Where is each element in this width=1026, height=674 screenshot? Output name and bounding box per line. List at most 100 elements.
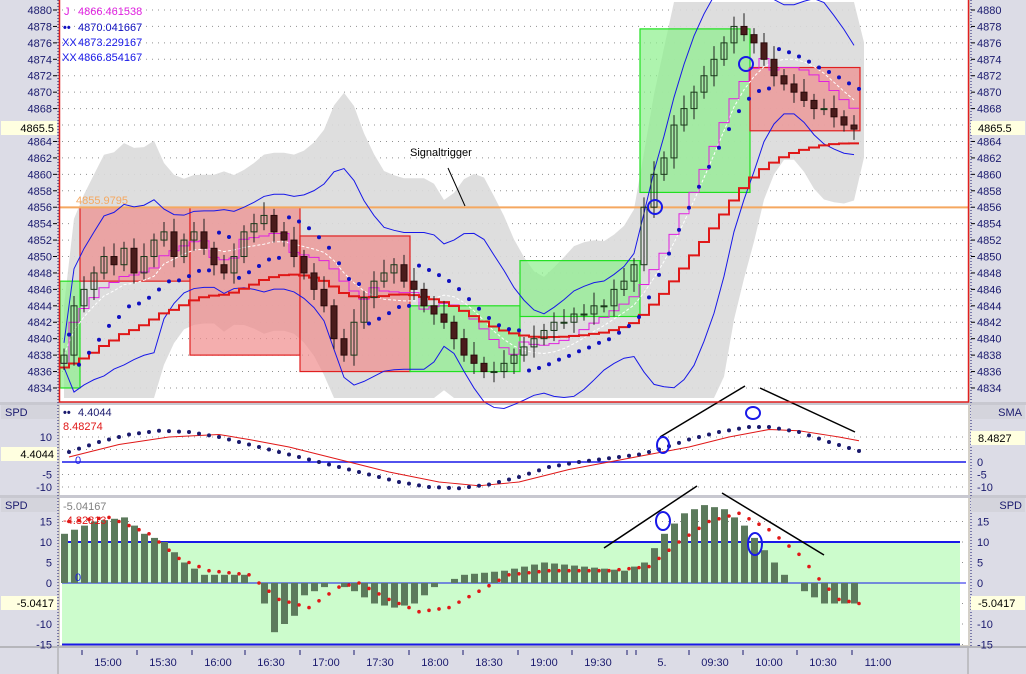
histogram-bar: [131, 525, 138, 583]
signal-dot: [777, 536, 781, 540]
histogram-bar: [811, 583, 818, 598]
parabolic-dot: [77, 362, 81, 367]
parabolic-dot: [757, 89, 761, 94]
spd-dot: [317, 460, 321, 464]
spd-dot: [777, 426, 781, 431]
candle-down: [470, 354, 478, 364]
price-tick-label-right: 4872: [977, 71, 1001, 83]
histogram-bar: [471, 573, 478, 583]
histogram-bar: [681, 513, 688, 583]
price-tick-label-right: 4854: [977, 219, 1001, 231]
time-tick-label: 19:30: [584, 657, 612, 669]
dots-icon: ••: [63, 22, 71, 34]
price-tick-label-right: 4858: [977, 186, 1001, 198]
right-axis-panel: [970, 0, 1026, 646]
signal-dot: [487, 583, 491, 588]
parabolic-dot: [617, 330, 621, 335]
spd-dot: [127, 432, 131, 437]
orange-level-label: 4855.9795: [76, 195, 128, 207]
spd-dot: [357, 470, 361, 474]
candle-up: [820, 108, 828, 111]
price-tick-label-left: 4878: [28, 21, 52, 33]
spd2-zero-value: 0: [75, 572, 81, 584]
signal-dot: [267, 589, 271, 593]
price-tick-label-left: 4842: [28, 317, 52, 329]
histogram-bar: [831, 583, 838, 604]
parabolic-dot: [637, 315, 641, 320]
red-trailing-line: [59, 142, 859, 369]
signal-dot: [77, 518, 81, 523]
signal-dot: [747, 516, 751, 521]
candle-up: [680, 108, 688, 126]
candle-up: [720, 42, 728, 60]
candle-up: [550, 321, 558, 331]
histogram-bar: [81, 525, 88, 583]
candle-up: [90, 272, 98, 290]
parabolic-dot: [237, 275, 241, 280]
parabolic-dot: [447, 278, 451, 283]
histogram-bar: [801, 583, 808, 592]
time-tick-label: 16:00: [204, 657, 232, 669]
parabolic-dot: [567, 353, 571, 358]
signal-dot: [177, 556, 181, 561]
spd-dot: [247, 442, 251, 447]
candle-down: [480, 362, 488, 373]
price-tick-label-left: 4880: [28, 5, 52, 17]
candle-up: [120, 247, 128, 266]
parabolic-dot: [307, 226, 311, 231]
parabolic-dot: [697, 184, 701, 189]
parabolic-dot: [257, 264, 261, 269]
candle-up: [100, 256, 108, 274]
parabolic-dot: [397, 305, 401, 310]
parabolic-dot: [527, 368, 531, 373]
parabolic-dot: [837, 75, 841, 80]
spd-sma-panel[interactable]: [60, 405, 968, 495]
histogram-bar: [201, 574, 208, 583]
price-tick-label-left: 4864: [28, 136, 52, 148]
time-tick-label: 10:30: [809, 657, 837, 669]
price-tick-label-left: 4838: [28, 350, 52, 362]
candle-down: [780, 75, 788, 85]
spd2-right-current: -5.0417: [978, 598, 1015, 610]
signal-dot: [327, 592, 331, 596]
price-tick-label-left: 4836: [28, 367, 52, 379]
spd-dot: [187, 430, 191, 434]
signal-dot: [577, 568, 581, 573]
spd-dot: [117, 435, 121, 439]
signal-circle: [745, 406, 761, 420]
price-tick-label-left: 4868: [28, 104, 52, 116]
candle-down: [810, 99, 818, 110]
signal-circle: [747, 532, 763, 556]
signal-dot: [507, 573, 511, 577]
spd-dot: [617, 455, 621, 459]
signal-dot: [667, 548, 671, 552]
candle-up: [540, 329, 548, 340]
spd1-tick-label-left: 10: [40, 432, 52, 444]
price-tick-label-left: 4856: [28, 202, 52, 214]
price-tick-label-right: 4842: [977, 317, 1001, 329]
signal-dot: [317, 598, 321, 603]
spd-dot: [177, 429, 181, 434]
time-tick-label: 11:00: [865, 657, 892, 669]
price-tick-label-right: 4856: [977, 202, 1001, 214]
parabolic-dot: [207, 268, 211, 273]
spd-dot: [827, 440, 831, 444]
spd-dot: [337, 465, 341, 469]
time-axis-panel[interactable]: [0, 646, 1026, 674]
signal-dot: [417, 609, 421, 614]
spd-dot: [297, 455, 301, 459]
time-tick-label: 10:00: [755, 657, 783, 669]
histogram-bar: [771, 562, 778, 583]
candle-down: [400, 264, 408, 282]
signal-dot: [757, 522, 761, 527]
spd-dot: [637, 452, 641, 457]
signal-dot: [717, 516, 721, 521]
legend-xx-glyph: XX: [62, 52, 77, 64]
parabolic-dot: [377, 316, 381, 321]
candle-down: [450, 321, 458, 340]
parabolic-dot: [557, 357, 561, 362]
parabolic-dot: [677, 227, 681, 232]
parabolic-dot: [587, 345, 591, 350]
parabolic-dot: [167, 279, 171, 284]
candle-down: [200, 231, 208, 249]
